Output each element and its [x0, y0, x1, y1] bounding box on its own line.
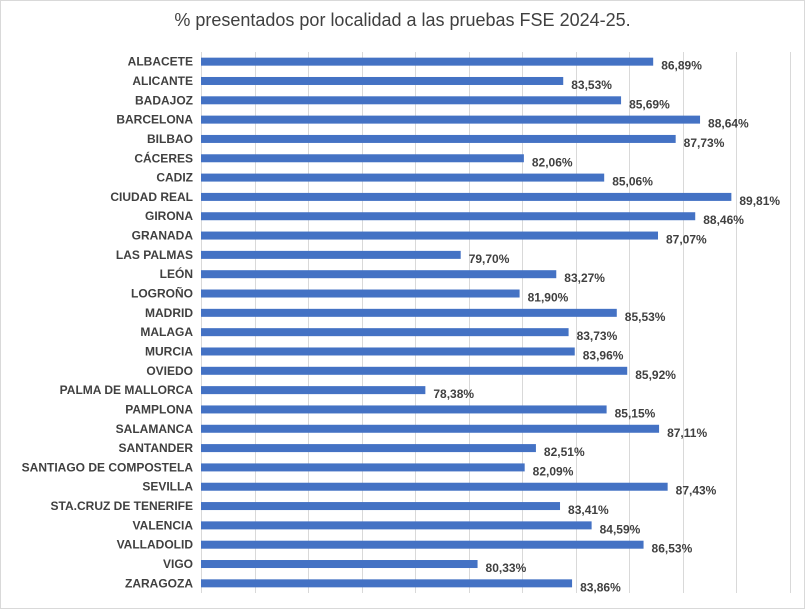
data-label: 83,96%: [583, 348, 624, 362]
category-label: SEVILLA: [142, 480, 193, 494]
data-label: 82,09%: [533, 464, 574, 478]
data-label: 82,51%: [544, 445, 585, 459]
data-label: 83,27%: [564, 271, 605, 285]
category-label: GRANADA: [132, 229, 194, 243]
chart-title: % presentados por localidad a las prueba…: [174, 10, 631, 30]
data-label: 85,15%: [615, 406, 656, 420]
bar: [201, 560, 478, 569]
data-label: 85,69%: [629, 97, 670, 111]
category-label: ALBACETE: [128, 55, 193, 69]
bar: [201, 579, 573, 588]
bar: [201, 482, 668, 491]
bar: [201, 270, 557, 279]
data-label: 86,89%: [661, 59, 702, 73]
category-label: MADRID: [145, 306, 193, 320]
category-label: VALLADOLID: [117, 538, 194, 552]
category-label: PALMA DE MALLORCA: [60, 383, 194, 397]
category-label: SANTANDER: [119, 441, 194, 455]
category-label: MURCIA: [145, 344, 193, 358]
bar: [201, 173, 605, 182]
data-label: 83,53%: [571, 78, 612, 92]
bar: [201, 540, 644, 549]
data-label: 85,53%: [625, 310, 666, 324]
category-label: CADIZ: [156, 171, 193, 185]
bar: [201, 134, 676, 143]
gridlines: [201, 52, 791, 593]
data-label: 82,06%: [532, 155, 573, 169]
category-label: LAS PALMAS: [116, 248, 193, 262]
category-label: PAMPLONA: [125, 402, 193, 416]
bar: [201, 502, 561, 511]
data-label: 78,38%: [433, 387, 474, 401]
category-label: ALICANTE: [132, 74, 193, 88]
data-label: 85,06%: [612, 175, 653, 189]
category-label: BADAJOZ: [135, 93, 193, 107]
category-label: LEÓN: [160, 266, 193, 281]
data-label: 83,41%: [568, 503, 609, 517]
data-label: 89,81%: [739, 194, 780, 208]
data-label: 81,90%: [528, 291, 569, 305]
bar: [201, 521, 592, 530]
data-label: 86,53%: [652, 542, 693, 556]
bar: [201, 96, 622, 105]
data-label: 88,64%: [708, 117, 749, 131]
data-label: 87,73%: [684, 136, 725, 150]
bar: [201, 289, 520, 298]
data-label: 79,70%: [469, 252, 510, 266]
bar: [201, 154, 524, 163]
bar: [201, 308, 617, 317]
bars: [201, 57, 732, 588]
category-label: LOGROÑO: [131, 286, 193, 301]
data-label: 87,07%: [666, 233, 707, 247]
data-label: 84,59%: [600, 522, 641, 536]
data-label: 83,73%: [577, 329, 618, 343]
bar: [201, 366, 628, 375]
bar: [201, 115, 701, 124]
category-label: SALAMANCA: [116, 422, 194, 436]
category-label: CÁCERES: [134, 150, 193, 165]
value-labels: 86,89% 83,53% 85,69% 88,64% 87,73% 82,06% 85,0…: [433, 59, 780, 595]
category-label: BARCELONA: [116, 113, 193, 127]
bar: [201, 424, 660, 433]
category-label: MALAGA: [140, 325, 193, 339]
category-label: ZARAGOZA: [125, 576, 193, 590]
data-label: 87,43%: [676, 484, 717, 498]
bar: [201, 231, 659, 240]
category-label: STA.CRUZ DE TENERIFE: [51, 499, 193, 513]
category-label: VALENCIA: [133, 518, 194, 532]
data-label: 85,92%: [635, 368, 676, 382]
bar: [201, 463, 525, 472]
data-label: 80,33%: [486, 561, 527, 575]
category-label: CIUDAD REAL: [110, 190, 193, 204]
bar: [201, 250, 461, 259]
data-label: 88,46%: [703, 213, 744, 227]
category-label: VIGO: [163, 557, 193, 571]
bar: [201, 212, 696, 221]
category-label: OVIEDO: [146, 364, 193, 378]
data-label: 87,11%: [667, 426, 707, 440]
category-labels: ALBACETE ALICANTE BADAJOZ BARCELONA BILBAO CÁ…: [22, 55, 194, 591]
category-label: SANTIAGO DE COMPOSTELA: [22, 460, 194, 474]
category-label: GIRONA: [145, 209, 193, 223]
bar: [201, 57, 654, 66]
data-label: 83,86%: [580, 580, 621, 594]
bar: [201, 405, 607, 414]
bar: [201, 76, 564, 85]
category-label: BILBAO: [147, 132, 193, 146]
bar: [201, 192, 732, 201]
bar: [201, 444, 536, 453]
bar: [201, 386, 426, 395]
bar: [201, 328, 569, 337]
bar: [201, 347, 575, 356]
